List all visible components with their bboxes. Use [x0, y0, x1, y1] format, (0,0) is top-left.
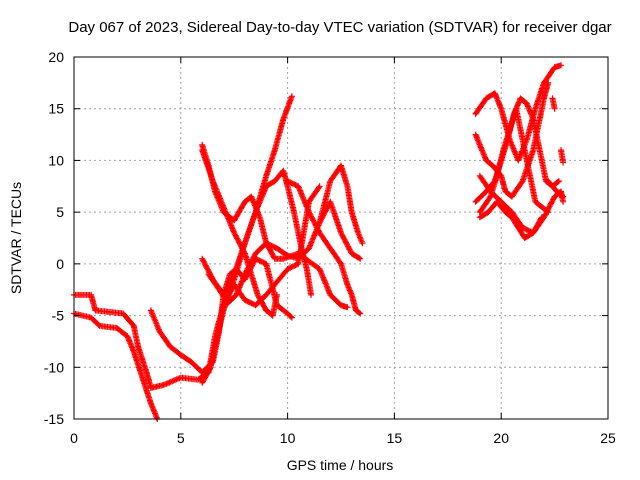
series-track-j	[316, 162, 366, 247]
x-tick-label: 10	[280, 430, 296, 446]
series-track-s	[549, 95, 558, 112]
plus-markers	[284, 178, 364, 317]
axis-ticks: 0 5 10 15 20 25 -15 -10 -5 0 5 10 15 20	[44, 49, 616, 446]
y-tick-label: 10	[48, 152, 64, 168]
y-tick-label: 0	[56, 256, 64, 272]
plus-markers	[472, 95, 562, 205]
x-tick-label: 5	[177, 430, 185, 446]
series-track-i	[284, 178, 364, 317]
y-tick-label: 5	[56, 204, 64, 220]
x-axis-label: GPS time / hours	[287, 457, 394, 473]
y-axis-label: SDTVAR / TECUs	[8, 182, 24, 294]
y-tick-label: -15	[44, 411, 64, 427]
x-tick-label: 0	[70, 430, 78, 446]
plus-markers	[71, 183, 323, 391]
plus-markers	[476, 198, 545, 241]
x-tick-label: 15	[387, 430, 403, 446]
plus-markers	[316, 162, 366, 247]
plot-frame	[73, 56, 609, 420]
x-tick-label: 20	[493, 430, 509, 446]
series-track-p	[476, 198, 545, 241]
series-track-a	[71, 183, 323, 391]
data-marks	[71, 62, 567, 422]
y-tick-label: -5	[52, 308, 65, 324]
chart-title: Day 067 of 2023, Sidereal Day-to-day VTE…	[68, 19, 611, 36]
x-tick-label: 25	[600, 430, 616, 446]
y-tick-label: 20	[48, 49, 64, 65]
plus-markers	[549, 95, 558, 112]
series-track-o	[472, 95, 562, 205]
series-track-e	[199, 147, 280, 319]
plus-markers	[545, 178, 567, 200]
y-tick-label: 15	[48, 101, 64, 117]
y-tick-label: -10	[44, 359, 64, 375]
plus-markers	[558, 147, 567, 166]
series-track-r	[558, 147, 567, 166]
series-track-q	[545, 178, 567, 200]
plus-markers	[199, 147, 280, 319]
